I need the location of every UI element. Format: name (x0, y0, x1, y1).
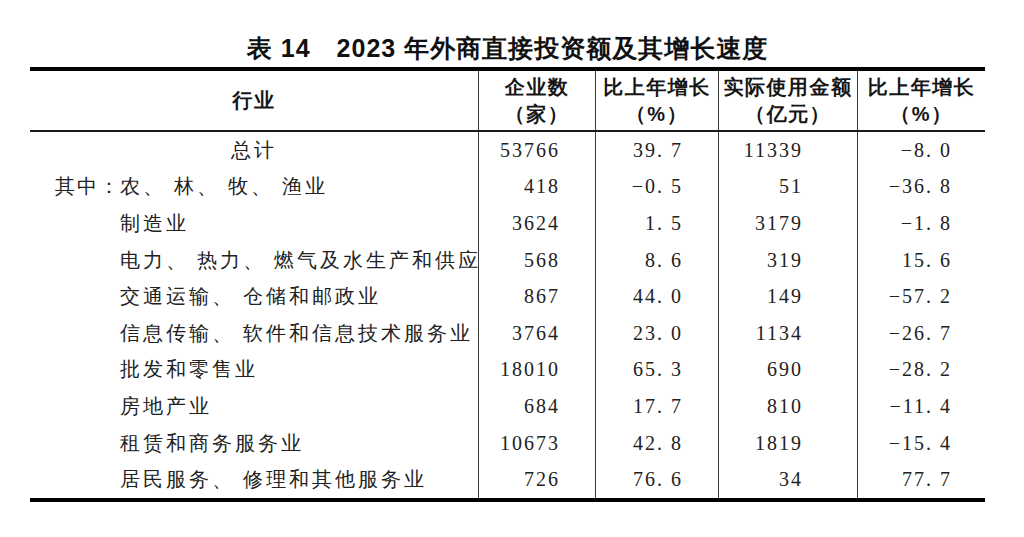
amount-cell: 51 (718, 169, 857, 206)
enterprises-cell: 418 (478, 169, 595, 206)
industry-cell: 其中：农、 林、 牧、 渔业 (30, 169, 478, 206)
table-title: 表 14 2023 年外商直接投资额及其增长速度 (30, 32, 985, 65)
table-row-agriculture: 其中：农、 林、 牧、 渔业 418 −0. 5 51 −36. 8 (30, 169, 985, 206)
growth2-cell: −28. 2 (857, 352, 985, 389)
growth2-cell: −1. 8 (857, 205, 985, 242)
enterprises-cell: 3764 (478, 315, 595, 352)
table-row-wholesale-retail: 批发和零售业 18010 65. 3 690 −28. 2 (30, 352, 985, 389)
amount-cell: 319 (718, 242, 857, 279)
header-growth2-unit: （%） (890, 101, 952, 128)
growth2-cell: −57. 2 (857, 278, 985, 315)
industry-cell: 总计 (30, 132, 478, 169)
growth1-cell: −0. 5 (595, 169, 718, 206)
document-page: 表 14 2023 年外商直接投资额及其增长速度 行业 企业数 （家） 比上年增… (0, 0, 1024, 537)
growth1-cell: 23. 0 (595, 315, 718, 352)
enterprises-cell: 18010 (478, 352, 595, 389)
amount-cell: 3179 (718, 205, 857, 242)
header-growth2-label: 比上年增长 (868, 74, 976, 101)
table-row-manufacturing: 制造业 3624 1. 5 3179 −1. 8 (30, 205, 985, 242)
growth2-cell: −11. 4 (857, 388, 985, 425)
amount-cell: 1819 (718, 425, 857, 462)
header-enterprises-unit: （家） (505, 101, 570, 128)
industry-cell: 电力、 热力、 燃气及水生产和供应业 (30, 242, 478, 279)
enterprises-cell: 10673 (478, 425, 595, 462)
growth2-cell: −8. 0 (857, 132, 985, 169)
industry-cell: 交通运输、 仓储和邮政业 (30, 278, 478, 315)
growth2-cell: 15. 6 (857, 242, 985, 279)
industry-cell: 信息传输、 软件和信息技术服务业 (30, 315, 478, 352)
amount-cell: 34 (718, 461, 857, 498)
growth2-cell: 77. 7 (857, 461, 985, 498)
header-enterprises-label: 企业数 (505, 74, 570, 101)
header-cell-growth2: 比上年增长 （%） (857, 71, 985, 130)
growth1-cell: 8. 6 (595, 242, 718, 279)
amount-cell: 11339 (718, 132, 857, 169)
growth1-cell: 17. 7 (595, 388, 718, 425)
industry-cell: 租赁和商务服务业 (30, 425, 478, 462)
header-cell-industry: 行业 (30, 71, 478, 130)
header-cell-growth1: 比上年增长 （%） (595, 71, 718, 130)
growth1-cell: 39. 7 (595, 132, 718, 169)
industry-label: 农、 林、 牧、 渔业 (120, 173, 328, 200)
amount-cell: 1134 (718, 315, 857, 352)
growth1-cell: 42. 8 (595, 425, 718, 462)
table-row-leasing-business: 租赁和商务服务业 10673 42. 8 1819 −15. 4 (30, 425, 985, 462)
amount-cell: 690 (718, 352, 857, 389)
header-cell-amount: 实际使用金额 （亿元） (718, 71, 857, 130)
enterprises-cell: 568 (478, 242, 595, 279)
enterprises-cell: 3624 (478, 205, 595, 242)
table-row-real-estate: 房地产业 684 17. 7 810 −11. 4 (30, 388, 985, 425)
industry-cell: 房地产业 (30, 388, 478, 425)
industry-cell: 制造业 (30, 205, 478, 242)
table-row-utilities: 电力、 热力、 燃气及水生产和供应业 568 8. 6 319 15. 6 (30, 242, 985, 279)
growth2-cell: −26. 7 (857, 315, 985, 352)
header-growth1-unit: （%） (626, 101, 688, 128)
enterprises-cell: 53766 (478, 132, 595, 169)
table-header-row: 行业 企业数 （家） 比上年增长 （%） 实际使用金额 （亿元） 比上年增长 （… (30, 71, 985, 132)
enterprises-cell: 684 (478, 388, 595, 425)
growth1-cell: 1. 5 (595, 205, 718, 242)
growth1-cell: 76. 6 (595, 461, 718, 498)
industry-cell: 居民服务、 修理和其他服务业 (30, 461, 478, 498)
header-industry-label: 行业 (233, 87, 276, 114)
table-row-resident-services: 居民服务、 修理和其他服务业 726 76. 6 34 77. 7 (30, 461, 985, 498)
growth2-cell: −36. 8 (857, 169, 985, 206)
amount-cell: 810 (718, 388, 857, 425)
table-row-total: 总计 53766 39. 7 11339 −8. 0 (30, 132, 985, 169)
table-row-transport: 交通运输、 仓储和邮政业 867 44. 0 149 −57. 2 (30, 278, 985, 315)
header-amount-label: 实际使用金额 (724, 74, 853, 101)
fdi-table: 行业 企业数 （家） 比上年增长 （%） 实际使用金额 （亿元） 比上年增长 （… (30, 67, 985, 502)
growth1-cell: 65. 3 (595, 352, 718, 389)
growth2-cell: −15. 4 (857, 425, 985, 462)
among-which-prefix: 其中： (55, 173, 120, 200)
enterprises-cell: 867 (478, 278, 595, 315)
header-cell-enterprises: 企业数 （家） (478, 71, 595, 130)
header-growth1-label: 比上年增长 (603, 74, 711, 101)
growth1-cell: 44. 0 (595, 278, 718, 315)
industry-cell: 批发和零售业 (30, 352, 478, 389)
table-row-information: 信息传输、 软件和信息技术服务业 3764 23. 0 1134 −26. 7 (30, 315, 985, 352)
amount-cell: 149 (718, 278, 857, 315)
enterprises-cell: 726 (478, 461, 595, 498)
header-amount-unit: （亿元） (745, 101, 831, 128)
